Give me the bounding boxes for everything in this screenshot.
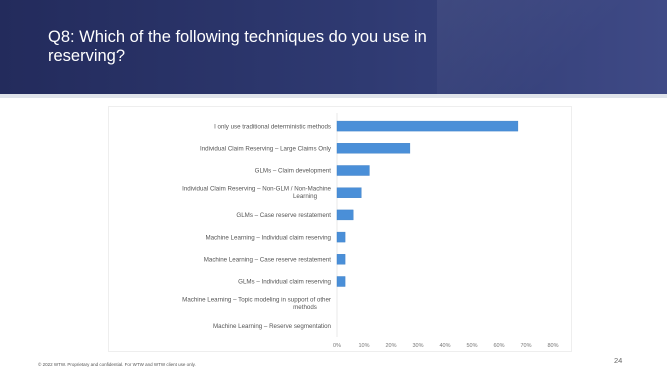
x-tick-label: 40% xyxy=(439,343,450,349)
x-tick-label: 60% xyxy=(493,343,504,349)
bar-chart: I only use traditional deterministic met… xyxy=(182,113,559,349)
category-label: Machine Learning – Topic modeling in sup… xyxy=(182,297,331,312)
slide-header: Q8: Which of the following techniques do… xyxy=(0,0,667,94)
page-number: 24 xyxy=(614,356,623,365)
bar xyxy=(336,231,346,243)
category-label: GLMs – Case reserve restatement xyxy=(236,212,331,219)
category-label: Individual Claim Reserving – Non-GLM / N… xyxy=(182,186,331,201)
footer-note: © 2022 WTW. Proprietary and confidential… xyxy=(38,362,196,367)
category-label: Machine Learning – Reserve segmentation xyxy=(213,323,332,330)
x-tick-label: 50% xyxy=(466,343,477,349)
x-tick-label: 20% xyxy=(385,343,396,349)
bar xyxy=(336,209,354,221)
x-tick-label: 80% xyxy=(547,343,558,349)
x-tick-label: 10% xyxy=(358,343,369,349)
x-tick-label: 70% xyxy=(520,343,531,349)
category-label: I only use traditional deterministic met… xyxy=(214,123,331,130)
x-tick-label: 0% xyxy=(333,343,341,349)
bar xyxy=(336,165,370,176)
header-shade xyxy=(437,0,667,94)
header-divider xyxy=(0,94,667,98)
bar xyxy=(336,254,346,265)
bar xyxy=(336,143,411,154)
bar xyxy=(336,276,346,287)
chart-area: I only use traditional deterministic met… xyxy=(108,106,572,352)
bar xyxy=(336,187,362,198)
bar xyxy=(336,120,519,132)
category-label: GLMs – Individual claim reserving xyxy=(238,279,331,286)
slide-title: Q8: Which of the following techniques do… xyxy=(48,28,427,65)
category-label: Machine Learning – Case reserve restatem… xyxy=(204,257,332,264)
x-tick-label: 30% xyxy=(412,343,423,349)
category-label: Individual Claim Reserving – Large Claim… xyxy=(200,146,332,153)
category-label: GLMs – Claim development xyxy=(255,168,332,175)
category-label: Machine Learning – Individual claim rese… xyxy=(205,234,331,241)
